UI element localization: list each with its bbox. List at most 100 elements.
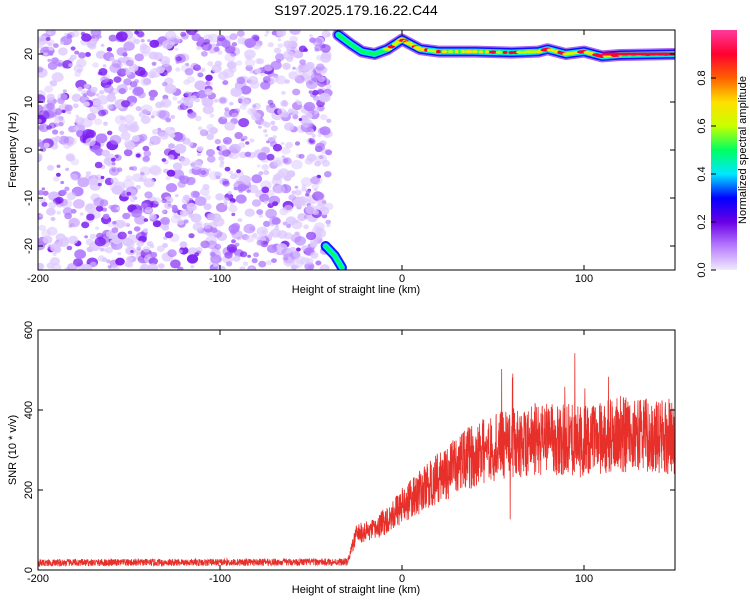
noise-blob	[315, 192, 325, 201]
noise-blob	[224, 251, 233, 259]
noise-blob	[124, 261, 132, 268]
noise-blob	[272, 157, 284, 167]
noise-blob	[310, 252, 319, 259]
noise-blob	[137, 31, 145, 38]
noise-blob	[240, 85, 252, 95]
y-tick-label: 0	[23, 567, 35, 573]
noise-blob	[179, 241, 188, 248]
noise-blob	[66, 154, 75, 162]
x-tick-label: -100	[209, 273, 231, 285]
noise-blob	[311, 137, 316, 141]
noise-blob	[206, 149, 215, 157]
noise-blob	[299, 59, 306, 65]
noise-blob	[180, 31, 187, 37]
x-tick-label: 100	[575, 273, 593, 285]
noise-blob	[175, 194, 179, 198]
noise-blob	[281, 91, 286, 95]
noise-blob	[201, 42, 212, 51]
noise-blob	[251, 174, 263, 184]
noise-blob	[38, 110, 50, 120]
noise-blob	[207, 33, 220, 43]
noise-blob	[245, 55, 252, 61]
noise-blob	[263, 200, 268, 204]
noise-blob	[73, 126, 79, 131]
noise-blob	[315, 142, 325, 151]
noise-blob	[284, 232, 293, 240]
signal-core	[447, 50, 454, 54]
noise-blob	[77, 177, 90, 188]
noise-blob	[139, 265, 147, 270]
noise-blob	[295, 99, 299, 103]
noise-blob	[319, 126, 331, 136]
noise-blob	[319, 264, 330, 270]
signal-core	[495, 50, 503, 54]
noise-blob	[119, 116, 126, 121]
noise-blob	[93, 197, 105, 207]
y-tick-label: 0	[23, 147, 35, 153]
noise-blob	[131, 102, 136, 106]
noise-blob	[127, 230, 133, 235]
noise-blob	[249, 138, 255, 143]
noise-blob	[226, 261, 233, 267]
noise-blob	[79, 212, 84, 216]
noise-blob	[267, 190, 275, 197]
noise-blob	[38, 141, 44, 148]
noise-blob	[142, 155, 150, 162]
signal-core	[464, 50, 474, 54]
noise-blob	[111, 227, 119, 234]
noise-blob	[170, 259, 181, 269]
noise-blob	[95, 226, 100, 230]
noise-blob	[305, 190, 311, 194]
noise-blob	[321, 30, 331, 38]
noise-blob	[89, 261, 97, 268]
noise-blob	[177, 100, 182, 104]
noise-blob	[272, 135, 277, 139]
noise-blob	[231, 212, 236, 217]
noise-blob	[135, 153, 141, 158]
noise-blob	[280, 100, 289, 107]
noise-blob	[78, 52, 86, 59]
noise-blob	[47, 164, 54, 171]
noise-blob	[56, 210, 61, 215]
snr-series-line	[38, 353, 675, 568]
y-tick-label: 20	[23, 48, 35, 60]
noise-blob	[263, 122, 271, 128]
noise-blob	[89, 104, 102, 114]
noise-blob	[212, 263, 218, 268]
noise-blob	[277, 43, 284, 48]
noise-blob	[148, 141, 155, 147]
noise-blob	[38, 224, 46, 231]
colorbar-label: Normalized spectral amplitude	[737, 76, 749, 224]
noise-blob	[111, 157, 116, 162]
noise-blob	[143, 178, 155, 188]
noise-blob	[240, 138, 245, 142]
noise-blob	[202, 105, 214, 115]
noise-blob	[190, 95, 197, 101]
noise-blob	[228, 153, 233, 158]
noise-blob	[103, 84, 114, 94]
noise-blob	[168, 143, 175, 149]
noise-blob	[190, 264, 195, 269]
noise-blob	[149, 135, 161, 145]
noise-blob	[309, 37, 316, 43]
noise-blob	[199, 187, 210, 196]
noise-blob	[185, 62, 190, 67]
noise-blob	[294, 141, 301, 146]
noise-blob	[64, 104, 73, 112]
noise-blob	[237, 98, 243, 103]
noise-blob	[190, 160, 203, 170]
noise-blob	[229, 143, 242, 154]
noise-blob	[172, 132, 184, 141]
noise-blob	[38, 125, 45, 130]
noise-blob	[70, 46, 76, 51]
noise-blob	[130, 250, 134, 253]
noise-blob	[282, 62, 291, 70]
noise-blob	[45, 37, 51, 41]
noise-blob	[85, 137, 96, 147]
noise-blob	[56, 172, 61, 177]
noise-blob	[150, 251, 158, 258]
noise-blob	[270, 120, 276, 125]
noise-blob	[46, 102, 55, 110]
noise-blob	[289, 246, 297, 253]
